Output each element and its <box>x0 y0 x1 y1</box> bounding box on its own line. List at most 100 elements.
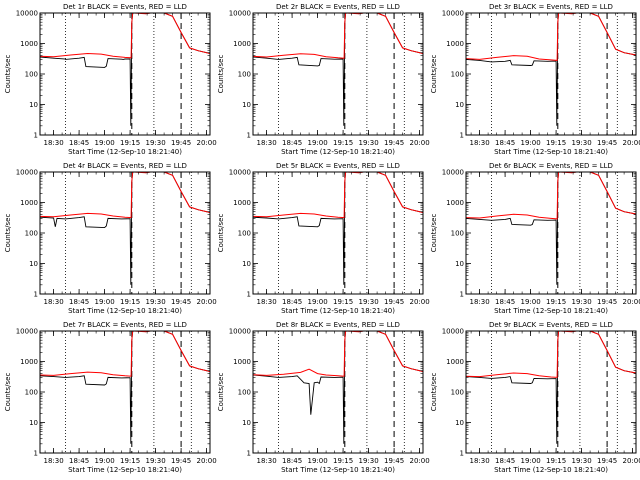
x-tick-label: 20:00 <box>197 139 217 147</box>
x-tick-label: 19:00 <box>95 139 115 147</box>
x-tick-label: 19:30 <box>572 139 592 147</box>
panel-det-2: Det 2r BLACK = Events, RED = LLD 1 10 100 10… <box>217 3 430 156</box>
panel-det-3: Det 3r BLACK = Events, RED = LLD 1 10 100 10… <box>430 3 640 156</box>
x-tick-label: 18:45 <box>495 298 515 306</box>
x-tick-label: 19:30 <box>146 139 166 147</box>
y-axis-label: Counts/sec <box>430 55 438 94</box>
x-axis-label: Start Time (12-Sep-10 18:21:40) <box>68 148 182 156</box>
x-tick-label: 18:30 <box>44 457 64 465</box>
panel-title: Det 5r BLACK = Events, RED = LLD <box>276 162 400 170</box>
x-tick-label: 18:45 <box>282 298 302 306</box>
x-tick-label: 20:00 <box>197 457 217 465</box>
y-axis-label: Counts/sec <box>4 55 12 94</box>
x-tick-label: 19:15 <box>333 298 353 306</box>
y-tick-label: 1000 <box>20 358 38 366</box>
x-tick-label: 19:30 <box>359 139 379 147</box>
x-tick-label: 19:45 <box>597 457 617 465</box>
y-tick-label: 10000 <box>229 328 251 336</box>
y-tick-label: 10 <box>242 260 251 268</box>
y-tick-label: 100 <box>238 230 251 238</box>
y-axis-label: Counts/sec <box>430 373 438 412</box>
panel-det-1: Det 1r BLACK = Events, RED = LLD 1 10 100 10… <box>4 3 217 156</box>
y-tick-label: 1 <box>247 132 251 140</box>
x-tick-label: 18:45 <box>282 139 302 147</box>
x-tick-label: 20:00 <box>623 298 640 306</box>
x-tick-label: 18:30 <box>257 139 277 147</box>
y-tick-label: 1000 <box>446 199 464 207</box>
panel-title: Det 9r BLACK = Events, RED = LLD <box>489 321 613 329</box>
x-tick-label: 18:30 <box>257 457 277 465</box>
y-tick-label: 10 <box>29 101 38 109</box>
x-tick-label: 18:30 <box>257 298 277 306</box>
x-tick-label: 18:30 <box>470 298 490 306</box>
x-axis-label: Start Time (12-Sep-10 18:21:40) <box>494 466 608 474</box>
x-tick-label: 19:45 <box>597 139 617 147</box>
x-tick-label: 20:00 <box>623 457 640 465</box>
x-tick-label: 19:30 <box>359 298 379 306</box>
y-tick-label: 1 <box>34 291 38 299</box>
x-tick-label: 19:45 <box>384 457 404 465</box>
x-axis-label: Start Time (12-Sep-10 18:21:40) <box>281 466 395 474</box>
x-tick-label: 19:15 <box>120 139 140 147</box>
events-series-line <box>252 12 424 126</box>
x-tick-label: 19:45 <box>597 298 617 306</box>
events-series-line <box>252 330 424 444</box>
panel-det-9: Det 9r BLACK = Events, RED = LLD 1 10 100 10… <box>430 321 640 474</box>
x-tick-label: 19:15 <box>120 457 140 465</box>
x-tick-label: 19:00 <box>521 298 541 306</box>
x-tick-label: 20:00 <box>410 298 430 306</box>
x-tick-label: 19:00 <box>308 298 328 306</box>
y-tick-label: 10 <box>455 101 464 109</box>
events-series-line <box>39 12 211 126</box>
x-tick-label: 19:00 <box>95 298 115 306</box>
x-tick-label: 19:15 <box>546 298 566 306</box>
x-tick-label: 19:00 <box>95 457 115 465</box>
y-tick-label: 10 <box>455 260 464 268</box>
events-series-line <box>252 171 424 285</box>
y-tick-label: 10000 <box>229 169 251 177</box>
x-tick-label: 19:15 <box>333 139 353 147</box>
x-tick-label: 19:00 <box>521 139 541 147</box>
x-tick-label: 19:30 <box>572 298 592 306</box>
x-tick-label: 18:30 <box>44 139 64 147</box>
x-axis-label: Start Time (12-Sep-10 18:21:40) <box>68 466 182 474</box>
y-tick-label: 10000 <box>442 10 464 18</box>
panel-det-8: Det 8r BLACK = Events, RED = LLD 1 10 100 10… <box>217 321 430 474</box>
panel-title: Det 8r BLACK = Events, RED = LLD <box>276 321 400 329</box>
events-series-line <box>39 330 211 444</box>
x-tick-label: 18:45 <box>69 139 89 147</box>
panel-title: Det 2r BLACK = Events, RED = LLD <box>276 3 400 11</box>
x-axis-label: Start Time (12-Sep-10 18:21:40) <box>281 307 395 315</box>
x-tick-label: 19:00 <box>521 457 541 465</box>
y-tick-label: 1000 <box>233 199 251 207</box>
y-tick-label: 100 <box>25 230 38 238</box>
y-axis-label: Counts/sec <box>4 214 12 253</box>
panel-title: Det 1r BLACK = Events, RED = LLD <box>63 3 187 11</box>
y-tick-label: 10000 <box>442 169 464 177</box>
x-tick-label: 18:30 <box>470 139 490 147</box>
x-tick-label: 20:00 <box>410 457 430 465</box>
y-tick-label: 100 <box>238 389 251 397</box>
y-tick-label: 100 <box>25 71 38 79</box>
x-tick-label: 18:30 <box>470 457 490 465</box>
x-tick-label: 19:15 <box>546 139 566 147</box>
x-tick-label: 18:45 <box>282 457 302 465</box>
x-tick-label: 19:45 <box>171 139 191 147</box>
panel-title: Det 3r BLACK = Events, RED = LLD <box>489 3 613 11</box>
y-tick-label: 100 <box>25 389 38 397</box>
y-tick-label: 1 <box>34 132 38 140</box>
panel-det-7: Det 7r BLACK = Events, RED = LLD 1 10 100 10… <box>4 321 217 474</box>
x-tick-label: 19:30 <box>572 457 592 465</box>
y-axis-label: Counts/sec <box>217 55 225 94</box>
x-tick-label: 18:45 <box>495 457 515 465</box>
y-tick-label: 10 <box>242 419 251 427</box>
y-tick-label: 100 <box>451 230 464 238</box>
y-tick-label: 100 <box>451 389 464 397</box>
x-tick-label: 20:00 <box>623 139 640 147</box>
events-series-line <box>465 330 637 444</box>
y-tick-label: 10 <box>242 101 251 109</box>
x-tick-label: 18:45 <box>69 298 89 306</box>
panel-det-4: Det 4r BLACK = Events, RED = LLD 1 10 100 10… <box>4 162 217 315</box>
y-tick-label: 10000 <box>16 328 38 336</box>
